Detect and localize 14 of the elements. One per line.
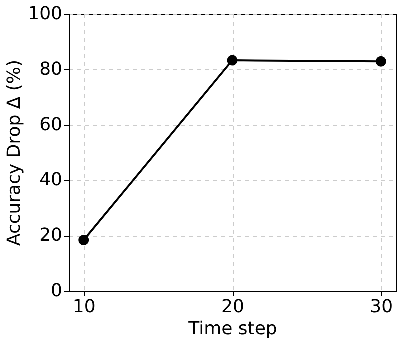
point — [376, 56, 386, 67]
x-tick-label: 20 — [222, 296, 244, 318]
y-axis-title: Accuracy Drop Δ (%) — [4, 60, 26, 246]
y-tick-label: 100 — [28, 4, 62, 24]
x-axis-title: Time step — [188, 318, 278, 340]
y-tick-label: 20 — [40, 225, 62, 246]
y-tick-label: 80 — [40, 58, 62, 80]
y-tick-label: 60 — [40, 114, 62, 136]
y-tick-label: 40 — [40, 170, 62, 191]
y-tick-label: 0 — [51, 280, 62, 302]
point — [78, 235, 90, 246]
x-tick-label: 10 — [72, 296, 96, 318]
point — [227, 55, 238, 66]
x-tick-label: 30 — [370, 296, 394, 318]
